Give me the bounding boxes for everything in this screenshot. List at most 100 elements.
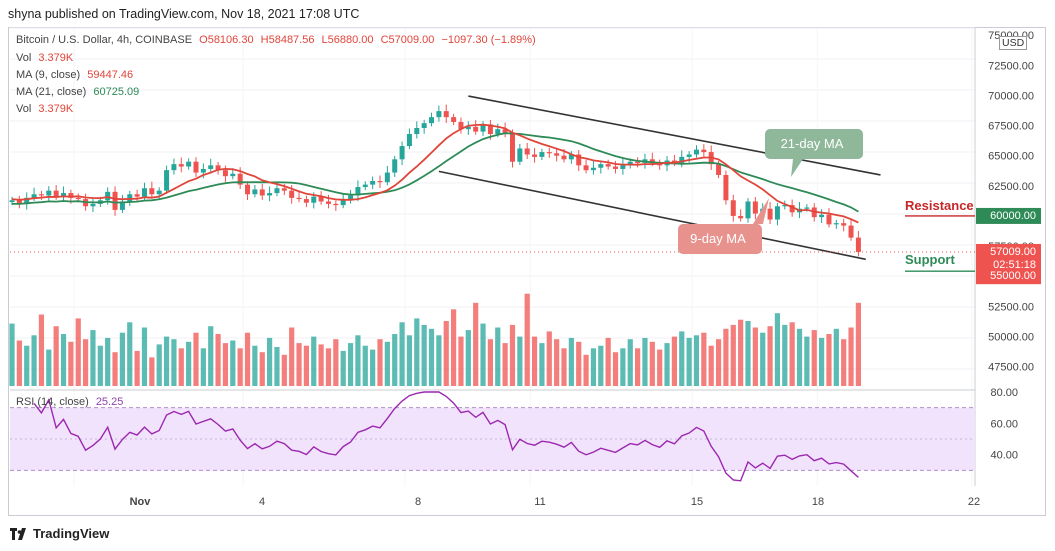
candle-body [767, 208, 773, 220]
candle-body [289, 190, 295, 198]
rsi-value: 25.25 [95, 396, 124, 408]
candle [745, 198, 751, 223]
price-tick-label: 72500.00 [988, 60, 1034, 72]
candle-body [245, 184, 251, 195]
candle [730, 194, 736, 222]
channel-upper-line [468, 95, 881, 176]
volume-bar [156, 344, 162, 386]
candle [274, 184, 280, 197]
volume-bar [75, 318, 81, 386]
time-tick-label: 22 [968, 496, 980, 508]
candle [164, 165, 170, 194]
candle-body [841, 223, 847, 226]
candle-body [613, 166, 619, 169]
candle-body [546, 152, 552, 154]
volume-bar [90, 330, 96, 386]
candle [325, 194, 331, 209]
candle [392, 155, 398, 178]
candle [819, 209, 825, 223]
candle-body [53, 190, 59, 197]
candle-body [164, 170, 170, 191]
volume-bar [627, 339, 633, 386]
volume-bar [767, 326, 773, 386]
ma9-legend[interactable]: MA (9, close) 59447.46 [16, 69, 133, 81]
candle-body [495, 129, 501, 135]
candle [465, 121, 471, 135]
volume-legend: Vol 3.379K [16, 52, 73, 64]
candle-body [141, 188, 147, 197]
candle-body [377, 180, 383, 183]
candle [605, 159, 611, 170]
rsi-tick-label: 40.00 [990, 450, 1018, 462]
candle [149, 181, 155, 199]
candle [406, 128, 412, 150]
candle-body [752, 201, 758, 214]
candle-body [679, 156, 685, 163]
vol2-legend[interactable]: Vol 3.379K [16, 103, 73, 115]
volume-bar [752, 327, 758, 386]
volume-bar [642, 337, 648, 386]
candle-body [738, 215, 744, 219]
volume-bar [178, 348, 184, 386]
candle-body [311, 196, 317, 203]
time-tick-label: 15 [691, 496, 703, 508]
time-tick-label: Nov [130, 496, 152, 508]
candle-body [186, 161, 192, 167]
currency-label[interactable]: USD [999, 36, 1028, 50]
candle [509, 129, 515, 168]
price-tick-label: 65000.00 [988, 151, 1034, 163]
candle-body [509, 132, 515, 162]
symbol-legend: Bitcoin / U.S. Dollar, 4h, COINBASE O581… [16, 34, 536, 46]
candle-body [274, 188, 280, 194]
volume-bar [723, 328, 729, 386]
candle [532, 147, 538, 163]
volume-bar [421, 324, 427, 386]
candle-body [701, 149, 707, 153]
candle [701, 144, 707, 157]
candle [245, 181, 251, 201]
candle [657, 159, 663, 170]
candle-body [686, 154, 692, 157]
support-label: Support [905, 252, 955, 267]
ma21-legend[interactable]: MA (21, close) 60725.09 [16, 86, 139, 98]
volume-bar [664, 343, 670, 386]
tradingview-footer[interactable]: TradingView [10, 526, 109, 541]
candle-body [303, 199, 309, 203]
current-price-box-bg [976, 243, 1041, 272]
candle-body [774, 206, 780, 220]
time-tick-label: 11 [534, 496, 545, 508]
volume-bar [443, 321, 449, 386]
candle-body [193, 161, 199, 173]
volume-bar [819, 337, 825, 386]
tradingview-logo-icon [10, 527, 28, 540]
volume-bar [693, 335, 700, 386]
candle [723, 170, 729, 205]
candle-body [487, 124, 493, 135]
resistance-label: Resistance [905, 198, 974, 213]
volume-bar [848, 327, 854, 386]
candle [443, 104, 449, 123]
volume-bar [502, 343, 508, 386]
candle [613, 160, 619, 174]
volume-bar [428, 328, 435, 386]
rsi-legend[interactable]: RSI (14, close) 25.25 [16, 396, 123, 408]
candle-body [745, 201, 751, 219]
support-price-box-text: 55000.00 [990, 270, 1036, 282]
price-tick-label: 62500.00 [988, 181, 1034, 193]
candle-body [421, 123, 427, 128]
volume-bar [811, 330, 817, 386]
symbol-name[interactable]: Bitcoin / U.S. Dollar, 4h, COINBASE [16, 34, 193, 46]
publisher-line: shyna published on TradingView.com, Nov … [8, 7, 360, 21]
candle-body [149, 188, 155, 195]
candle-body [517, 148, 523, 162]
low-value: L56880.00 [321, 34, 374, 46]
volume-bar [487, 339, 493, 386]
volume-bar [355, 335, 361, 386]
resistance-price-box-bg [976, 207, 1041, 224]
volume-bar [774, 313, 781, 386]
volume-bar [38, 314, 45, 386]
volume-bar [414, 318, 420, 386]
candle [421, 119, 427, 134]
candle-body [539, 152, 545, 157]
